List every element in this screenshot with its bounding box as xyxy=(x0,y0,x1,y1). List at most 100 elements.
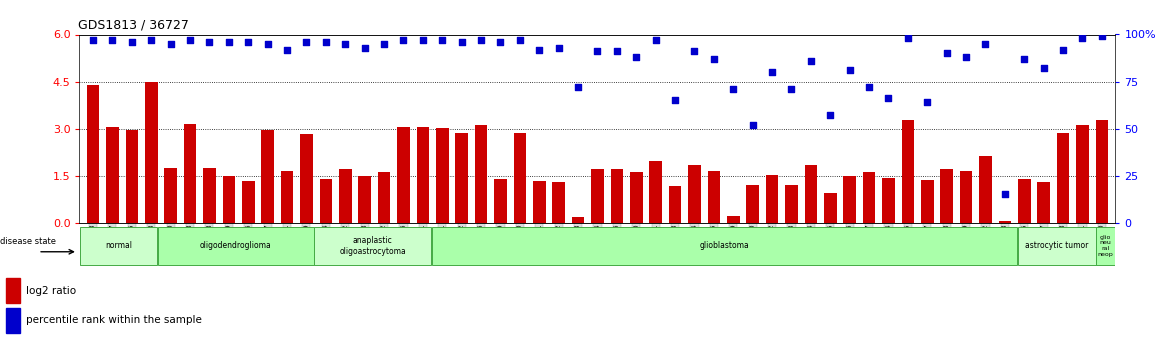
Bar xyxy=(436,128,449,223)
Point xyxy=(995,191,1014,197)
Bar xyxy=(203,168,216,223)
Point xyxy=(957,54,975,60)
Text: anaplastic
oligoastrocytoma: anaplastic oligoastrocytoma xyxy=(339,236,406,256)
Point xyxy=(161,41,180,47)
Point xyxy=(646,37,665,43)
FancyBboxPatch shape xyxy=(314,227,431,265)
Point xyxy=(433,37,452,43)
Bar xyxy=(494,179,507,223)
Point xyxy=(1035,66,1054,71)
Point xyxy=(181,37,200,43)
Bar xyxy=(1037,183,1050,223)
Point xyxy=(491,39,509,45)
Bar xyxy=(6,308,21,333)
Point xyxy=(860,85,878,90)
FancyBboxPatch shape xyxy=(79,227,158,265)
Text: oligodendroglioma: oligodendroglioma xyxy=(200,241,272,250)
Bar xyxy=(359,176,371,223)
Bar xyxy=(106,127,119,223)
Point xyxy=(1092,33,1111,39)
Point xyxy=(239,39,258,45)
Bar xyxy=(474,125,487,223)
Text: GDS1813 / 36727: GDS1813 / 36727 xyxy=(78,19,189,32)
Point xyxy=(1054,47,1072,52)
Point xyxy=(297,39,315,45)
Point xyxy=(336,41,355,47)
Point xyxy=(1073,36,1092,41)
Bar xyxy=(920,180,933,223)
Bar xyxy=(785,185,798,223)
Bar xyxy=(960,171,972,223)
Bar xyxy=(339,169,352,223)
Point xyxy=(472,37,491,43)
Bar xyxy=(1096,120,1108,223)
Bar xyxy=(86,85,99,223)
Point xyxy=(588,49,606,54)
Bar xyxy=(456,133,468,223)
Text: percentile rank within the sample: percentile rank within the sample xyxy=(27,315,202,325)
Bar xyxy=(320,179,332,223)
Bar xyxy=(979,156,992,223)
Point xyxy=(375,41,394,47)
Bar xyxy=(882,178,895,223)
Point xyxy=(258,41,277,47)
Point xyxy=(898,36,917,41)
Point xyxy=(743,122,762,128)
Bar xyxy=(533,181,545,223)
Bar xyxy=(552,183,565,223)
FancyBboxPatch shape xyxy=(158,227,313,265)
Bar xyxy=(708,171,721,223)
Bar xyxy=(397,127,410,223)
Bar xyxy=(669,187,681,223)
Text: glioblastoma: glioblastoma xyxy=(700,241,750,250)
Point xyxy=(530,47,549,52)
Bar xyxy=(280,171,293,223)
Bar xyxy=(746,185,759,223)
Text: astrocytic tumor: astrocytic tumor xyxy=(1026,241,1089,250)
Bar xyxy=(611,169,624,223)
Point xyxy=(880,96,898,101)
Bar xyxy=(262,130,274,223)
Bar xyxy=(823,193,836,223)
Point xyxy=(607,49,626,54)
Point xyxy=(394,37,412,43)
Point xyxy=(278,47,297,52)
Bar xyxy=(183,124,196,223)
Bar xyxy=(6,278,21,303)
Bar xyxy=(223,176,235,223)
Point xyxy=(840,68,858,73)
Bar xyxy=(1018,179,1030,223)
Point xyxy=(704,56,723,62)
Bar xyxy=(145,81,158,223)
Point xyxy=(317,39,335,45)
Bar xyxy=(242,181,255,223)
Text: log2 ratio: log2 ratio xyxy=(27,286,76,296)
Text: glio
neu
ral
neop: glio neu ral neop xyxy=(1098,235,1113,257)
Point xyxy=(666,98,684,103)
Bar xyxy=(766,175,778,223)
Point xyxy=(510,37,529,43)
Point xyxy=(200,39,218,45)
Point xyxy=(976,41,995,47)
Point xyxy=(220,39,238,45)
Bar xyxy=(377,172,390,223)
Bar xyxy=(1076,125,1089,223)
Bar xyxy=(805,165,818,223)
Point xyxy=(801,58,820,63)
Bar xyxy=(940,169,953,223)
Bar xyxy=(726,216,739,223)
Point xyxy=(783,86,801,92)
Point xyxy=(686,49,704,54)
Bar xyxy=(514,133,526,223)
Point xyxy=(103,37,121,43)
FancyBboxPatch shape xyxy=(432,227,1017,265)
Bar xyxy=(165,168,176,223)
Bar xyxy=(571,217,584,223)
Bar xyxy=(863,172,875,223)
Point xyxy=(627,54,646,60)
Bar xyxy=(902,120,915,223)
Text: disease state: disease state xyxy=(0,237,56,246)
Point xyxy=(821,112,840,118)
Bar xyxy=(688,165,701,223)
Bar xyxy=(591,169,604,223)
